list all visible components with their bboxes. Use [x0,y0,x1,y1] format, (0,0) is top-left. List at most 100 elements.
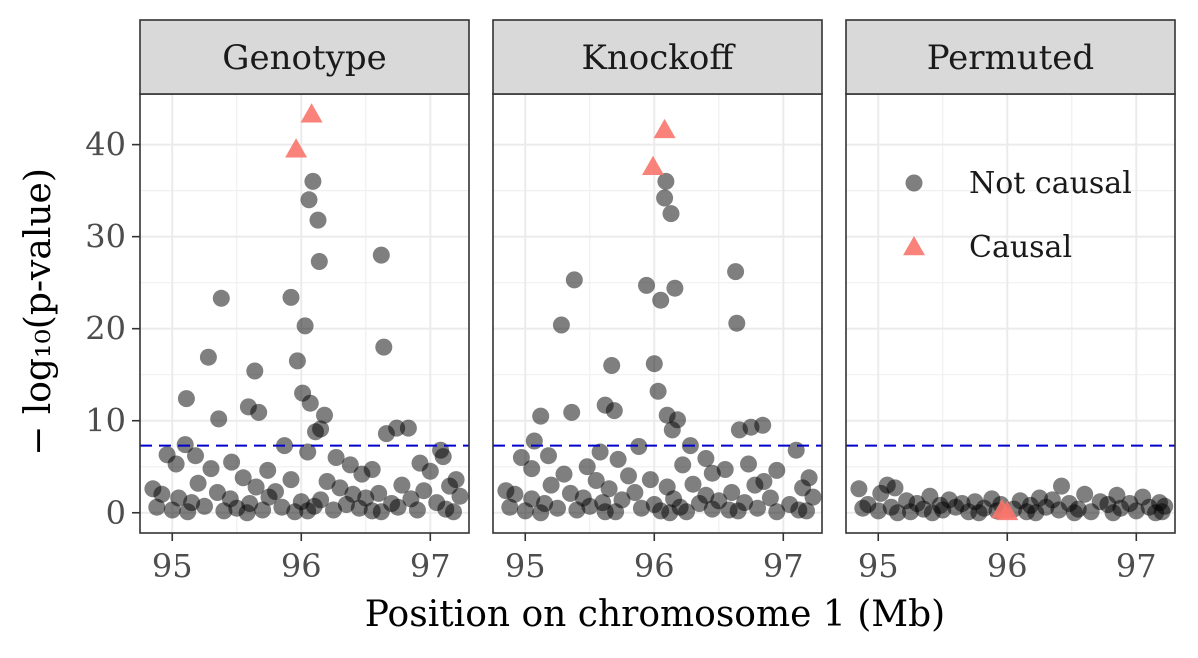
not-causal-point [923,504,941,522]
not-causal-point [189,474,207,492]
not-causal-point [645,355,663,373]
panel-genotype: Genotype [139,19,470,534]
not-causal-point [300,191,318,209]
not-causal-point [389,498,407,516]
not-causal-point [787,441,805,459]
not-causal-point [587,472,605,489]
not-causal-point [678,503,695,521]
not-causal-point [555,465,573,483]
y-tick-label: 0 [106,494,126,532]
not-causal-point [259,461,277,479]
not-causal-point [657,172,675,190]
not-causal-point [525,432,543,450]
not-causal-point [415,482,433,500]
not-causal-point [600,480,618,498]
x-tick-label: 96 [281,547,322,585]
not-causal-point [1076,485,1094,503]
not-causal-point [886,479,904,497]
not-causal-point [177,390,195,408]
data-points [144,103,469,522]
not-causal-point [947,498,965,516]
x-tick-label: 97 [763,547,804,585]
not-causal-point [1065,504,1083,522]
not-causal-point [532,407,550,425]
not-causal-point [318,473,336,490]
not-causal-point [542,476,560,494]
not-causal-point [238,504,256,522]
not-causal-point [730,421,748,439]
not-causal-point [246,362,264,380]
not-causal-point [501,498,519,516]
not-causal-point [889,504,907,522]
not-causal-point [296,317,314,335]
panel-knockoff: Knockoff [492,19,823,534]
not-causal-point [591,443,609,461]
not-causal-point [199,348,217,366]
not-causal-point [638,276,655,294]
not-causal-point [1104,504,1122,522]
not-causal-point [196,497,213,515]
not-causal-point [723,484,741,501]
plot-background [846,94,1175,533]
not-causal-point [247,478,265,496]
strip-label: Permuted [927,38,1094,78]
not-causal-point [372,246,390,264]
not-causal-point [666,279,684,297]
not-causal-point [1050,501,1068,519]
not-causal-point [421,462,439,480]
not-causal-point [902,503,919,521]
x-tick-label: 97 [1116,547,1157,585]
not-causal-point [523,460,541,478]
y-tick-label: 40 [85,126,126,164]
not-causal-point [208,484,226,501]
strip-label: Knockoff [581,38,736,78]
not-causal-point [301,394,319,412]
not-causal-point [163,501,181,519]
not-causal-point [1053,477,1070,495]
not-causal-point [212,289,230,307]
y-axis-title: − log₁₀(p-value) [18,168,59,456]
legend-key-causal [903,236,925,256]
not-causal-point [215,502,233,520]
not-causal-point [740,455,757,473]
not-causal-point [1127,502,1145,520]
causal-point [653,118,676,139]
not-causal-point [690,495,708,512]
not-causal-point [148,498,166,516]
not-causal-point [649,382,667,400]
legend-label: Not causal [969,166,1132,201]
not-causal-point [1027,504,1045,522]
not-causal-point [729,502,747,520]
not-causal-point [434,448,452,466]
not-causal-point [353,465,371,483]
not-causal-point [663,421,681,439]
not-causal-point [316,406,333,424]
not-causal-point [327,449,345,466]
not-causal-point [970,504,988,522]
not-causal-point [632,499,650,517]
not-causal-point [282,288,300,306]
not-causal-point [451,487,469,505]
not-causal-point [337,496,355,513]
not-causal-point [223,453,241,471]
legend: Not causal Causal [903,166,1132,265]
not-causal-point [512,449,530,466]
not-causal-point [540,447,557,465]
not-causal-point [331,479,349,497]
not-causal-point [578,458,596,476]
legend-label: Causal [969,230,1072,265]
not-causal-point [299,502,317,520]
x-tick-label: 96 [987,547,1028,585]
y-tick-label: 30 [85,218,126,256]
causal-point [642,155,664,175]
not-causal-point [703,500,721,518]
not-causal-point [377,425,395,443]
not-causal-point [656,189,674,207]
not-causal-point [761,489,779,507]
not-causal-point [309,211,327,229]
not-causal-point [1147,504,1165,522]
panels: Genotype Knockoff Permuted [139,19,1176,534]
not-causal-point [804,488,822,506]
not-causal-point [210,410,228,428]
not-causal-point [445,503,462,521]
